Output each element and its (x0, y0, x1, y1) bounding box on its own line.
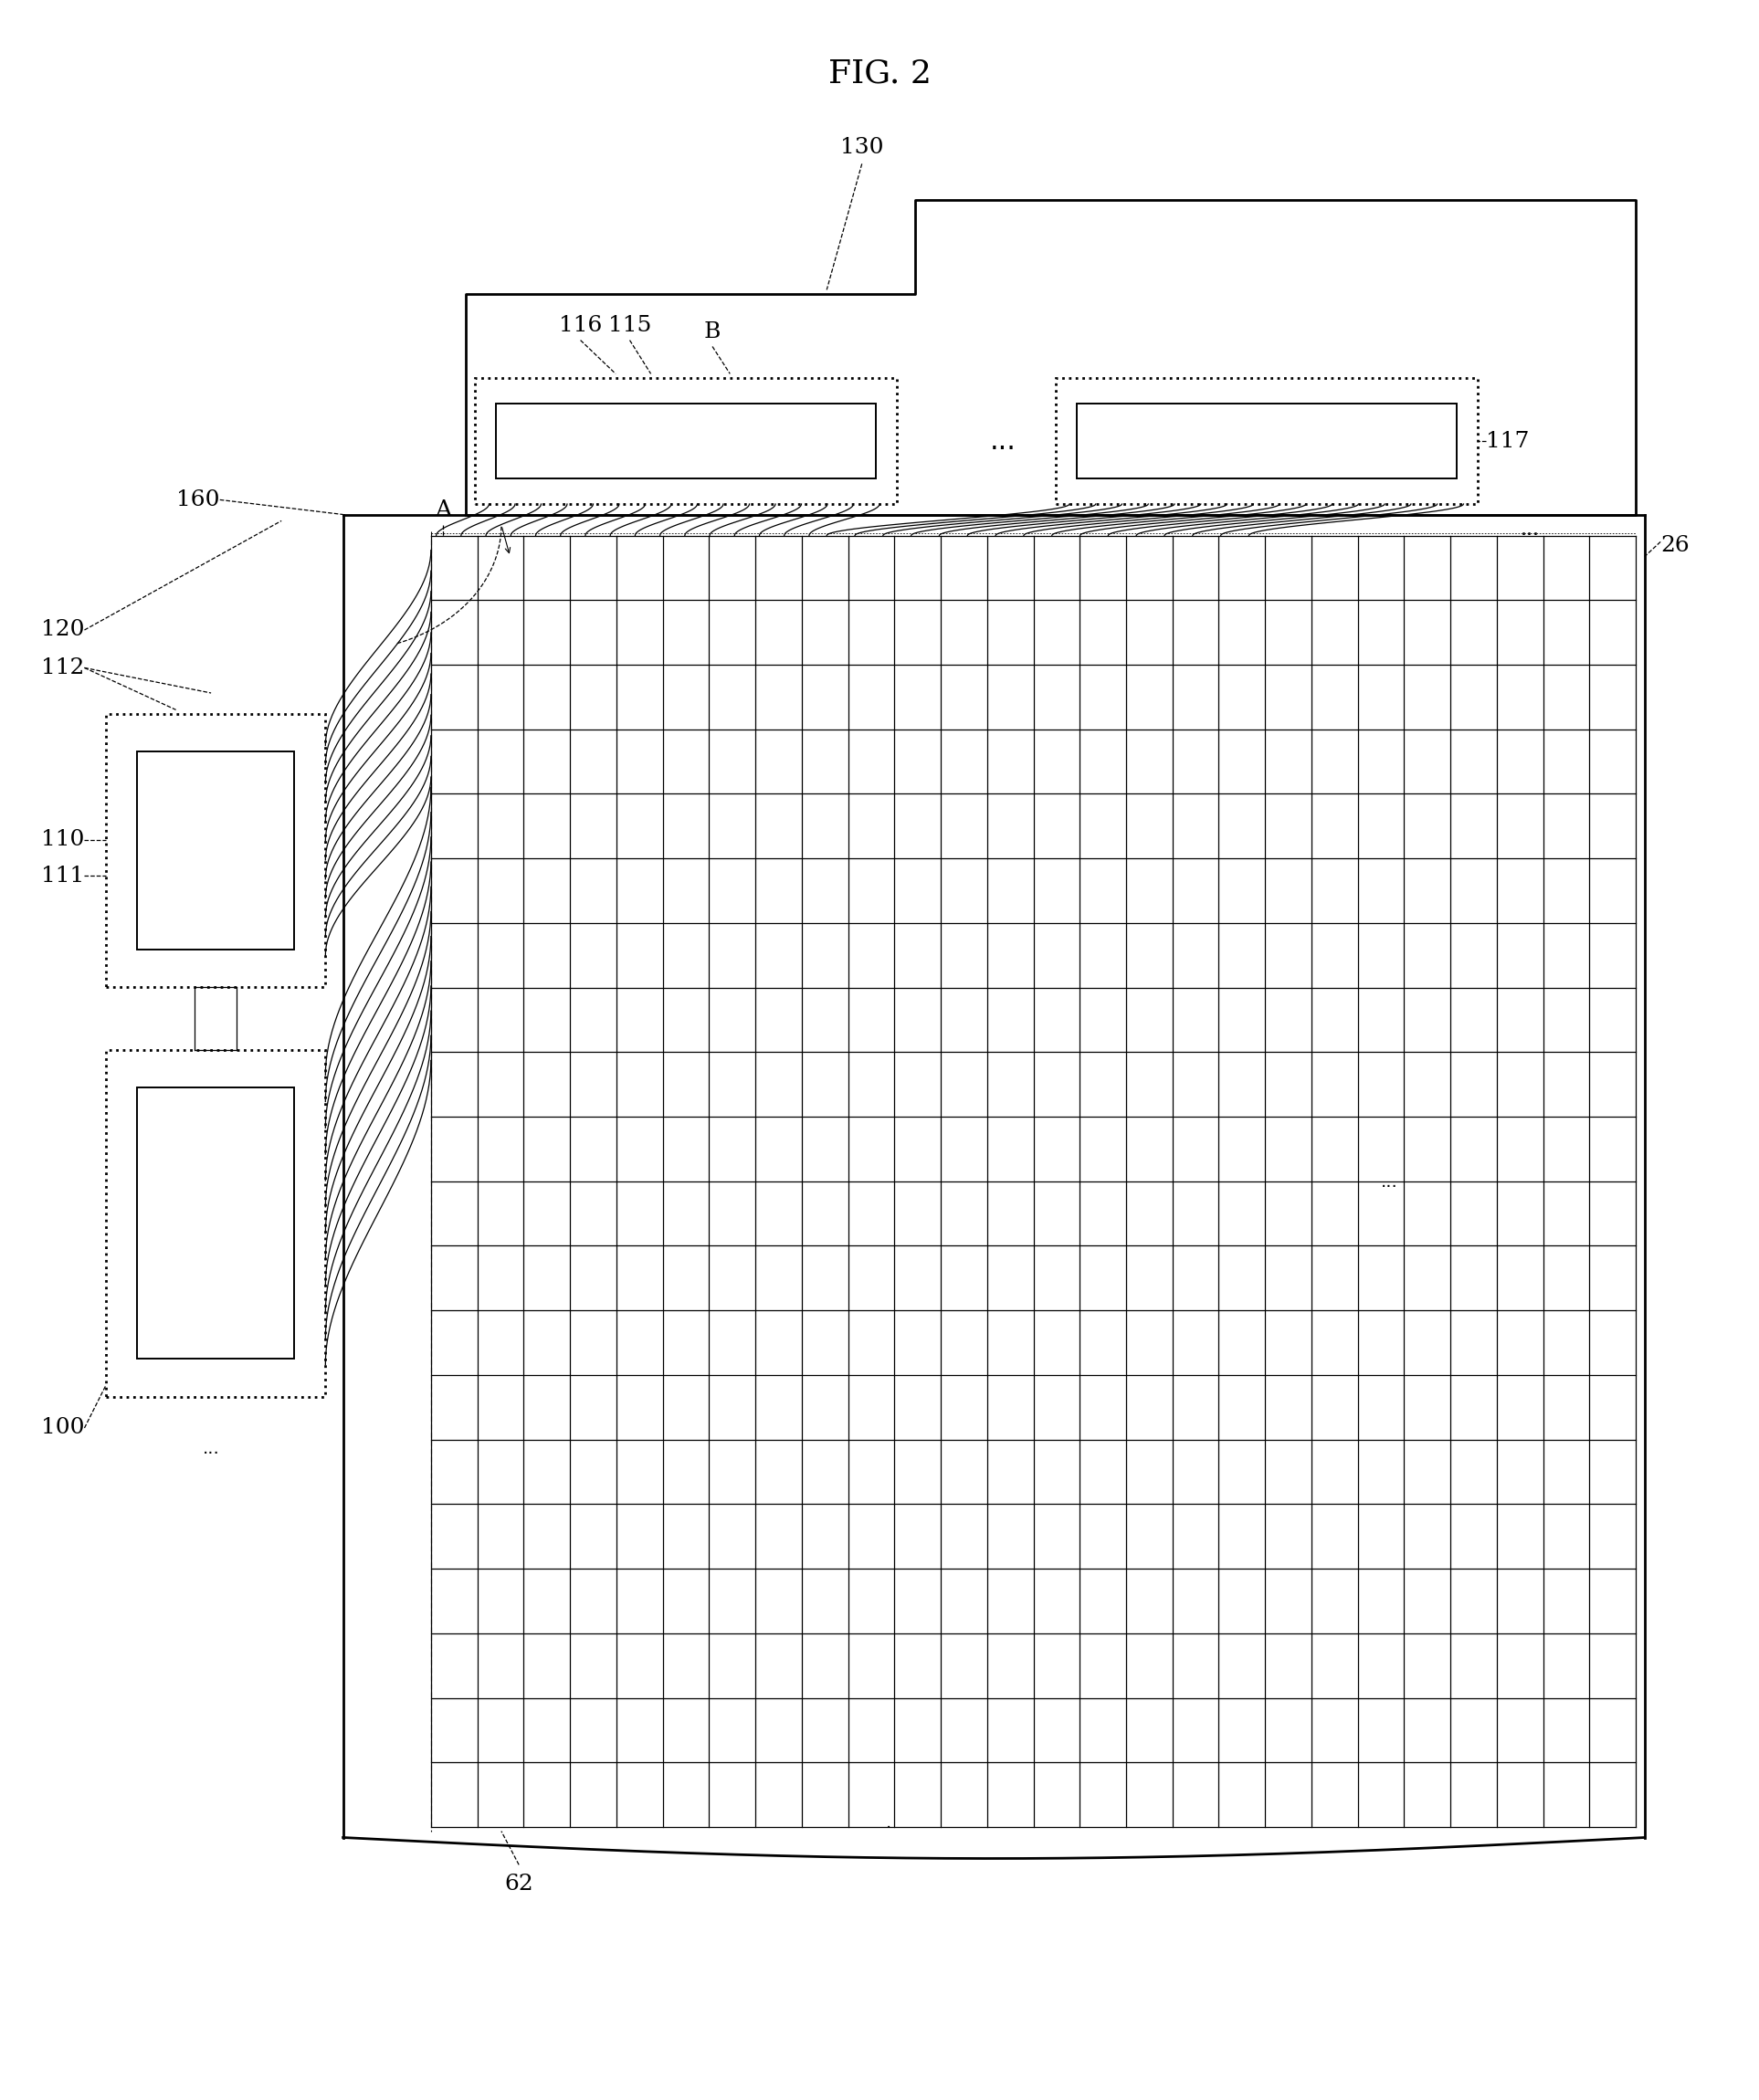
Text: ...: ... (1522, 521, 1539, 538)
Bar (137, 1088, 294, 1359)
Text: B: B (704, 321, 721, 342)
Text: A: A (434, 500, 452, 521)
Text: ...: ... (1381, 1174, 1398, 1191)
Text: 110: 110 (40, 830, 84, 850)
Bar (106, 714, 325, 987)
Text: 116: 116 (559, 315, 602, 336)
Text: 115: 115 (609, 315, 651, 336)
Text: 112: 112 (40, 657, 84, 678)
Text: 62: 62 (505, 1873, 533, 1894)
Bar (1077, 403, 1456, 479)
Bar (137, 752, 294, 949)
Bar (496, 403, 876, 479)
Text: FIG. 2: FIG. 2 (828, 59, 931, 88)
Text: ...: ... (202, 1441, 220, 1457)
Text: 100: 100 (40, 1418, 84, 1438)
Text: 26: 26 (1660, 536, 1689, 556)
Bar (475, 378, 897, 504)
Text: 117: 117 (1486, 430, 1530, 452)
Text: 130: 130 (841, 136, 883, 158)
Bar (106, 1050, 325, 1396)
Text: 111: 111 (40, 865, 84, 886)
Bar (1055, 378, 1478, 504)
Text: ...: ... (990, 428, 1015, 454)
Text: 120: 120 (40, 620, 84, 640)
Text: .: . (885, 1814, 892, 1831)
Text: 160: 160 (176, 489, 220, 510)
